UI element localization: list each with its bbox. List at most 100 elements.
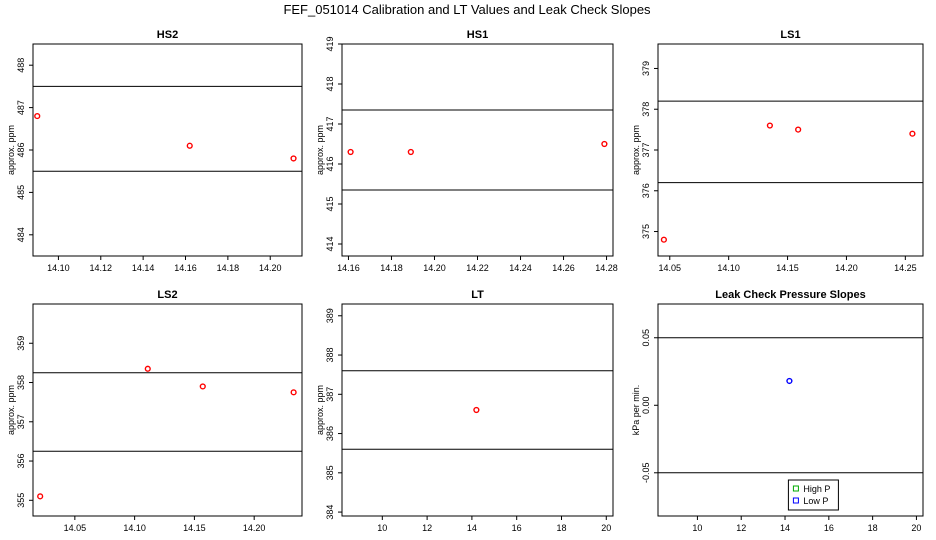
x-tick-label: 16 xyxy=(512,523,522,533)
x-tick-label: 14.24 xyxy=(509,263,532,273)
y-tick-label: 416 xyxy=(325,156,335,171)
y-axis-label: kPa per min. xyxy=(631,385,641,436)
x-tick-label: 14.15 xyxy=(183,523,206,533)
x-tick-label: 10 xyxy=(377,523,387,533)
panel-title: HS2 xyxy=(157,29,178,41)
x-tick-label: 16 xyxy=(824,523,834,533)
x-tick-label: 14.16 xyxy=(337,263,360,273)
legend-swatch xyxy=(792,485,799,492)
y-tick-label: 414 xyxy=(325,236,335,251)
y-tick-label: 0.05 xyxy=(641,329,651,347)
plot-frame xyxy=(657,43,924,257)
legend-label: High P xyxy=(803,484,830,494)
y-tick-label: 359 xyxy=(16,336,26,351)
x-tick-label: 14.28 xyxy=(595,263,618,273)
x-tick-label: 14.20 xyxy=(243,523,266,533)
y-axis-label: approx. ppm xyxy=(315,125,325,175)
data-point xyxy=(347,148,354,156)
data-point xyxy=(660,236,667,243)
x-tick-label: 14.12 xyxy=(90,263,113,273)
y-tick-label: 418 xyxy=(325,76,335,91)
data-point xyxy=(186,142,193,149)
data-point xyxy=(144,365,151,372)
data-point xyxy=(407,148,414,156)
y-tick-label: 377 xyxy=(641,142,651,157)
y-tick-label: 487 xyxy=(16,100,26,115)
y-tick-label: -0.05 xyxy=(641,463,651,484)
x-tick-label: 18 xyxy=(556,523,566,533)
panel-title: LT xyxy=(471,289,484,301)
panel-title: LS1 xyxy=(780,29,800,41)
plot-frame xyxy=(32,303,303,517)
data-point xyxy=(795,126,802,133)
y-tick-label: 0.00 xyxy=(641,397,651,415)
x-tick-label: 14 xyxy=(780,523,790,533)
y-tick-label: 378 xyxy=(641,102,651,117)
plot-frame xyxy=(32,43,303,257)
y-tick-label: 417 xyxy=(325,116,335,131)
y-tick-label: 485 xyxy=(16,185,26,200)
x-tick-label: 18 xyxy=(868,523,878,533)
y-tick-label: 484 xyxy=(16,227,26,242)
y-tick-label: 375 xyxy=(641,224,651,239)
legend-label: Low P xyxy=(803,496,828,506)
x-tick-label: 14.25 xyxy=(894,263,917,273)
data-point xyxy=(909,130,916,137)
data-point xyxy=(766,122,773,129)
x-tick-label: 14.18 xyxy=(217,263,240,273)
y-tick-label: 488 xyxy=(16,58,26,73)
plot-frame xyxy=(657,303,924,517)
y-tick-label: 486 xyxy=(16,142,26,157)
panel-title: LS2 xyxy=(157,289,177,301)
x-tick-label: 12 xyxy=(736,523,746,533)
figure-title: FEF_051014 Calibration and LT Values and… xyxy=(283,2,651,17)
chart-panel-5: Leak Check Pressure Slopes 10 12 14 16 18 20 -0… xyxy=(631,289,924,533)
x-tick-label: 14 xyxy=(467,523,477,533)
data-point xyxy=(290,155,297,162)
chart-panel-0: HS2 14.10 14.12 14.14 14.16 14.18 14.20 484 485 4… xyxy=(6,29,303,273)
y-tick-label: 386 xyxy=(325,426,335,441)
x-tick-label: 14.05 xyxy=(64,523,87,533)
y-tick-label: 419 xyxy=(325,36,335,51)
x-tick-label: 14.16 xyxy=(174,263,197,273)
data-point xyxy=(37,493,44,500)
plot-frame xyxy=(341,43,614,257)
x-tick-label: 12 xyxy=(422,523,432,533)
y-tick-label: 387 xyxy=(325,387,335,402)
x-tick-label: 14.18 xyxy=(380,263,403,273)
plot-frame xyxy=(341,303,614,517)
y-tick-label: 385 xyxy=(325,465,335,480)
data-point xyxy=(601,140,608,148)
y-axis-label: approx. ppm xyxy=(631,125,641,175)
chart-panels: HS2 14.10 14.12 14.14 14.16 14.18 14.20 484 485 4… xyxy=(6,29,924,533)
y-tick-label: 379 xyxy=(641,61,651,76)
legend-swatch xyxy=(792,497,799,504)
x-tick-label: 20 xyxy=(601,523,611,533)
legend-box xyxy=(787,479,839,511)
y-tick-label: 388 xyxy=(325,348,335,363)
y-tick-label: 356 xyxy=(16,454,26,469)
data-point xyxy=(34,112,41,120)
x-tick-label: 14.22 xyxy=(466,263,489,273)
x-tick-label: 20 xyxy=(911,523,921,533)
y-axis-label: approx. ppm xyxy=(6,385,16,435)
y-tick-label: 376 xyxy=(641,183,651,198)
x-tick-label: 10 xyxy=(692,523,702,533)
data-point xyxy=(473,406,480,414)
x-tick-label: 14.10 xyxy=(123,523,146,533)
y-tick-label: 355 xyxy=(16,493,26,508)
y-axis-label: approx. ppm xyxy=(315,385,325,435)
data-point xyxy=(786,377,793,385)
x-tick-label: 14.20 xyxy=(259,263,282,273)
y-tick-label: 357 xyxy=(16,414,26,429)
x-tick-label: 14.05 xyxy=(659,263,682,273)
legend: High P Low P xyxy=(787,479,839,511)
data-point xyxy=(199,383,206,390)
x-tick-label: 14.20 xyxy=(423,263,446,273)
y-axis-label: approx. ppm xyxy=(6,125,16,175)
chart-panel-4: LT 10 12 14 16 18 20 384 385 386 387 388 389 approx. … xyxy=(315,289,614,533)
chart-panel-2: LS1 14.05 14.10 14.15 14.20 14.25 375 376 377 378… xyxy=(631,29,924,273)
panel-title: Leak Check Pressure Slopes xyxy=(715,289,865,301)
y-tick-label: 415 xyxy=(325,196,335,211)
